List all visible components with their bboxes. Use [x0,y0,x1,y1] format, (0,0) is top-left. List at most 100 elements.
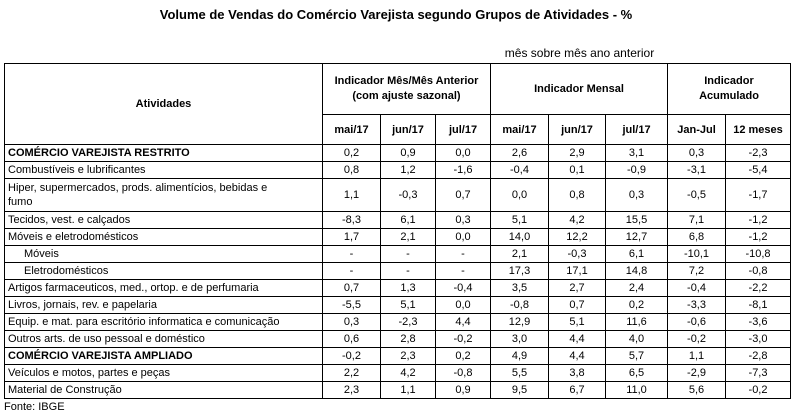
value-cell: - [435,262,491,280]
value-cell: 2,7 [548,279,606,297]
value-cell: 17,1 [548,262,606,280]
activity-label: COMÉRCIO VAREJISTA AMPLIADO [4,347,323,365]
value-cell: 5,1 [548,313,606,331]
value-cell: -0,4 [667,279,727,297]
value-cell: 0,3 [322,313,381,331]
value-cell: 0,6 [322,330,381,348]
value-cell: -0,3 [548,245,606,263]
value-cell: -0,4 [435,279,491,297]
value-cell: 6,8 [667,228,727,246]
value-cell: -3,3 [667,296,727,314]
value-cell: 7,2 [667,262,727,280]
value-cell: -0,2 [667,330,727,348]
value-cell: 12,7 [604,228,669,246]
value-cell: 2,4 [604,279,669,297]
value-cell: 11,6 [604,313,669,331]
value-cell: -1,6 [435,161,491,179]
value-cell: -0,2 [322,347,381,365]
value-cell: - [322,245,381,263]
table-row: Material de Construção 2,3 1,1 0,9 9,5 6,7 11,… [4,381,792,399]
value-cell: 0,3 [604,178,669,212]
value-cell: 2,1 [490,245,549,263]
value-cell: -5,5 [322,296,381,314]
value-cell: 2,3 [380,347,436,365]
column-header-12-meses: 12 meses [725,114,792,145]
value-cell: -0,8 [435,364,491,382]
activity-label: Equip. e mat. para escritório informatic… [4,313,323,331]
table-header: Atividades Indicador Mês/Mês Anterior (c… [4,63,792,145]
value-cell: -0,2 [725,381,792,399]
value-cell: 0,7 [548,296,606,314]
activity-label: Livros, jornais, rev. e papelaria [4,296,323,314]
value-cell: 3,8 [548,364,606,382]
value-cell: - [435,245,491,263]
value-cell: - [380,245,436,263]
value-cell: 6,1 [380,211,436,229]
value-cell: 1,1 [322,178,381,212]
value-cell: 0,0 [435,296,491,314]
table-row: Eletrodomésticos - - -17,3 17,1 14,8 7,2 -0,8 [4,262,792,280]
value-cell: 0,2 [322,144,381,162]
value-cell: 9,5 [490,381,549,399]
table-row: Outros arts. de uso pessoal e doméstico 0… [4,330,792,348]
value-cell: -2,8 [725,347,792,365]
value-cell: -1,7 [725,178,792,212]
value-cell: -8,1 [725,296,792,314]
value-cell: 15,5 [604,211,669,229]
value-cell: -0,9 [604,161,669,179]
table-body: COMÉRCIO VAREJISTA RESTRITO 0,2 0,9 0,0 2,6 2… [4,144,792,399]
value-cell: 12,2 [548,228,606,246]
value-cell: 4,2 [548,211,606,229]
column-header-mensal-mai17: mai/17 [490,114,549,145]
value-cell: 7,1 [667,211,727,229]
value-cell: 12,9 [490,313,549,331]
group-header-row: Atividades Indicador Mês/Mês Anterior (c… [4,63,792,145]
value-cell: -10,1 [667,245,727,263]
table-row: COMÉRCIO VAREJISTA AMPLIADO -0,2 2,3 0,2 4,9… [4,347,792,365]
source-note: Fonte: IBGE [4,401,65,410]
value-cell: 0,0 [490,178,549,212]
value-cell: 1,1 [380,381,436,399]
value-cell: -3,1 [667,161,727,179]
value-cell: 4,4 [548,347,606,365]
activity-label: Artigos farmaceuticos, med., ortop. e de… [4,279,323,297]
value-cell: 14,8 [604,262,669,280]
value-cell: 4,2 [380,364,436,382]
value-cell: 6,1 [604,245,669,263]
column-header-sazonal-jun17: jun/17 [380,114,436,145]
value-cell: 0,3 [435,211,491,229]
value-cell: 4,4 [548,330,606,348]
activity-label: Material de Construção [4,381,323,399]
value-cell: 0,9 [380,144,436,162]
column-header-sazonal-jul17: jul/17 [435,114,491,145]
activity-label: Veículos e motos, partes e peças [4,364,323,382]
value-cell: 4,9 [490,347,549,365]
value-cell: -0,5 [667,178,727,212]
value-cell: -2,3 [380,313,436,331]
value-cell: -0,4 [490,161,549,179]
table-row: Tecidos, vest. e calçados -8,3 6,1 0,3 5,1 4,… [4,211,792,229]
value-cell: 5,1 [490,211,549,229]
sales-volume-table: Atividades Indicador Mês/Mês Anterior (c… [4,63,792,399]
value-cell: 5,5 [490,364,549,382]
value-cell: 0,7 [435,178,491,212]
column-header-mensal-jun17: jun/17 [548,114,606,145]
column-header-atividades: Atividades [4,63,323,145]
activity-label: Hiper, supermercados, prods. alimentício… [4,178,323,212]
value-cell: 0,3 [667,144,727,162]
value-cell: 0,0 [435,144,491,162]
value-cell: 2,8 [380,330,436,348]
value-cell: -2,3 [725,144,792,162]
page-title: Volume de Vendas do Comércio Varejista s… [159,7,633,22]
activity-label: COMÉRCIO VAREJISTA RESTRITO [4,144,323,162]
value-cell: -7,3 [725,364,792,382]
table-row: Livros, jornais, rev. e papelaria -5,5 5,1… [4,296,792,314]
activity-label: Eletrodomésticos [4,262,323,280]
table-row: Veículos e motos, partes e peças 2,2 4,2 -0… [4,364,792,382]
table-row: Hiper, supermercados, prods. alimentício… [4,178,792,212]
table-row: Móveis e eletrodomésticos 1,7 2,1 0,0 14,0 12… [4,228,792,246]
value-cell: 1,1 [667,347,727,365]
value-cell: 2,1 [380,228,436,246]
value-cell: -0,8 [725,262,792,280]
value-cell: 0,7 [322,279,381,297]
